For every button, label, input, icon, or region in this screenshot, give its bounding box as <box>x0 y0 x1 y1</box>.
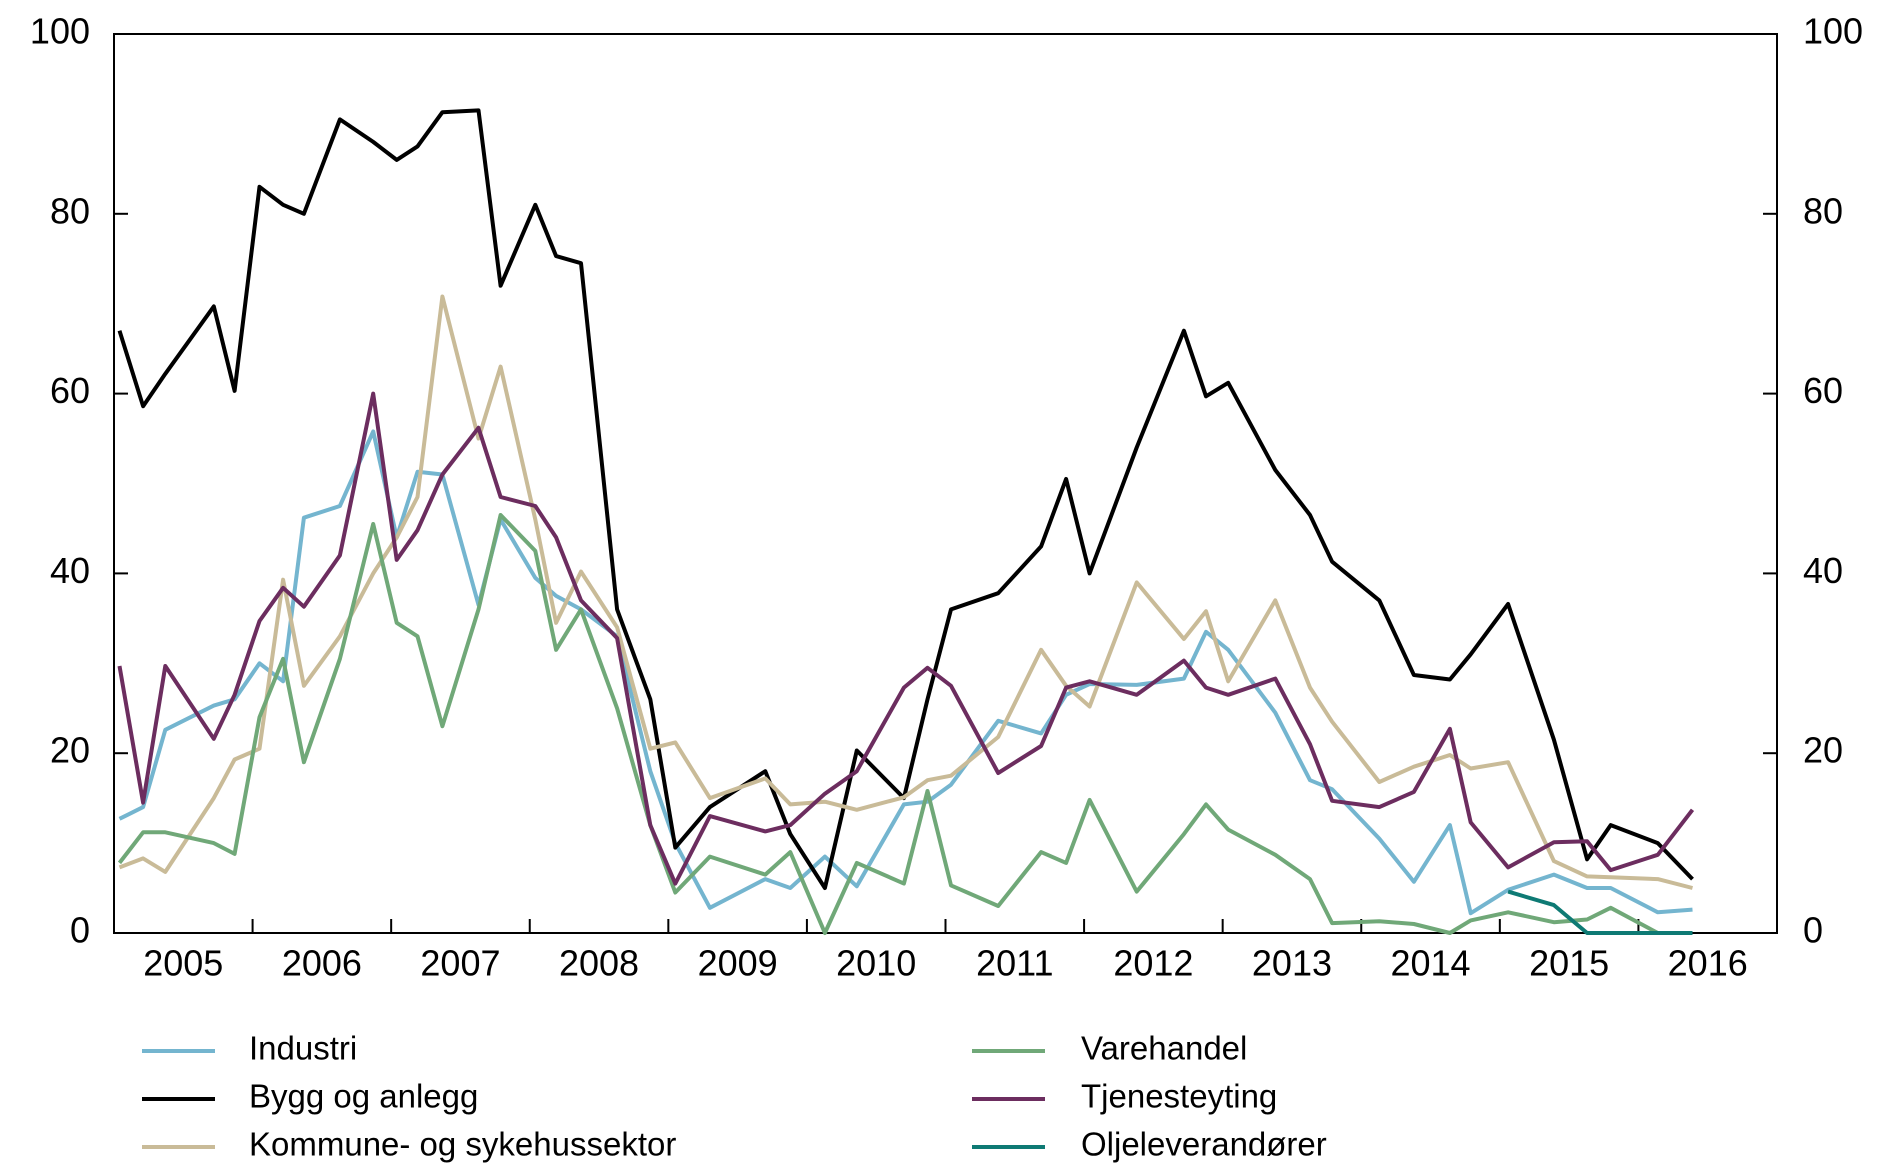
series-line <box>117 513 1693 935</box>
y2-tick-label: 0 <box>1803 910 1823 951</box>
x-tick-label: 2008 <box>559 943 639 984</box>
y-tick-label: 40 <box>50 550 90 591</box>
y2-tick-label: 60 <box>1803 370 1843 411</box>
y-tick-label: 0 <box>70 910 90 951</box>
legend-label: Tjenesteyting <box>1081 1078 1277 1115</box>
x-tick-label: 2009 <box>698 943 778 984</box>
y-tick-label: 100 <box>30 11 90 52</box>
x-tick-label: 2012 <box>1113 943 1193 984</box>
x-tick-label: 2014 <box>1390 943 1470 984</box>
series-line <box>1507 889 1693 935</box>
legend-label: Industri <box>249 1030 357 1067</box>
x-tick-label: 2006 <box>282 943 362 984</box>
x-tick-label: 2011 <box>976 943 1053 984</box>
series-line <box>117 391 1695 886</box>
y2-tick-label: 100 <box>1803 11 1863 52</box>
y2-tick-label: 20 <box>1803 730 1843 771</box>
x-tick-label: 2010 <box>836 943 916 984</box>
series-line <box>118 429 1693 916</box>
legend-label: Kommune- og sykehussektor <box>249 1126 676 1163</box>
series-line <box>118 294 1693 890</box>
legend-label: Varehandel <box>1081 1030 1247 1067</box>
series-line <box>117 108 1694 890</box>
y-tick-label: 20 <box>50 730 90 771</box>
legend-label: Bygg og anlegg <box>249 1078 478 1115</box>
legend-label: Oljeleverandører <box>1081 1126 1327 1163</box>
x-tick-label: 2016 <box>1668 943 1748 984</box>
x-tick-label: 2005 <box>143 943 223 984</box>
x-tick-label: 2007 <box>420 943 500 984</box>
y-tick-label: 60 <box>50 370 90 411</box>
y2-tick-label: 40 <box>1803 550 1843 591</box>
x-tick-label: 2013 <box>1252 943 1332 984</box>
y2-tick-label: 80 <box>1803 190 1843 231</box>
x-tick-label: 2015 <box>1529 943 1609 984</box>
plot-frame <box>113 33 1778 934</box>
y-tick-label: 80 <box>50 190 90 231</box>
